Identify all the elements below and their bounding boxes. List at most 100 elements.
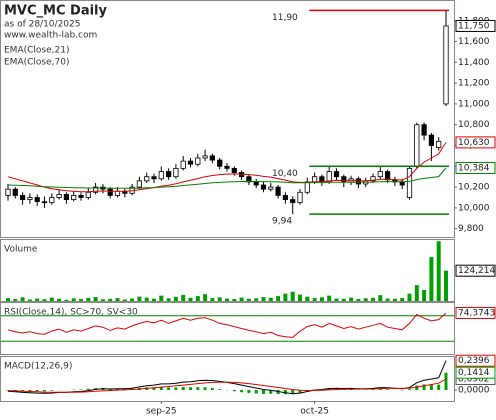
candle-body <box>253 181 259 186</box>
candle-body <box>421 124 427 136</box>
candle-body <box>436 140 442 148</box>
candle-body <box>173 167 179 178</box>
candle-body <box>443 25 449 105</box>
candle-body <box>428 134 435 146</box>
volume-bar <box>312 298 317 301</box>
y-tick-label: 11,600 <box>458 37 490 47</box>
candle-body <box>180 160 186 169</box>
source: www.wealth-lab.com <box>4 31 97 41</box>
legend-entry: EMA(Close,70) <box>4 58 69 68</box>
last-value-label: 10,384 <box>458 163 490 173</box>
candle-body <box>231 167 237 173</box>
candle-body <box>377 171 383 178</box>
volume-bar <box>115 298 120 301</box>
volume-bar <box>173 296 178 301</box>
histogram-bar <box>159 386 163 390</box>
candle-body <box>304 181 310 193</box>
ema-line <box>7 142 447 193</box>
candle-body <box>144 176 150 182</box>
volume-bar <box>27 299 32 301</box>
volume-bar <box>239 297 244 301</box>
candle-body <box>187 160 194 165</box>
volume-bar <box>137 296 142 301</box>
volume-bar <box>13 299 18 301</box>
volume-bar <box>400 298 405 301</box>
histogram-bar <box>437 384 441 390</box>
candle-body <box>114 190 121 196</box>
histogram-bar <box>422 384 426 390</box>
volume-bar <box>6 298 10 301</box>
last-value-tag <box>455 264 496 277</box>
x-tick-label: sep-25 <box>146 407 177 417</box>
candle-body <box>93 186 99 193</box>
volume-bar <box>276 296 281 301</box>
volume-bar <box>298 294 302 301</box>
candle-body <box>311 176 318 183</box>
volume-bar <box>86 297 91 301</box>
last-value-label: 0,0902 <box>458 374 490 384</box>
histogram-bar <box>444 372 448 390</box>
volume-bar <box>429 257 434 301</box>
candle-body <box>85 191 91 198</box>
last-value-tag <box>455 136 496 149</box>
last-value-label: 11,750 <box>458 21 490 31</box>
volume-bar <box>181 294 186 301</box>
volume-bar <box>122 299 127 301</box>
candle-body <box>268 186 274 190</box>
candle-body <box>12 188 18 196</box>
last-value-tag <box>455 19 496 32</box>
volume-bar <box>261 297 266 301</box>
volume-bar <box>392 298 397 301</box>
y-tick-label: 10,000 <box>458 203 490 213</box>
volume-bar <box>319 297 324 301</box>
volume-bar <box>385 298 390 301</box>
volume-bar <box>203 294 208 301</box>
histogram-bar <box>232 390 236 392</box>
indicator-line <box>7 378 447 393</box>
volume-bar <box>444 270 448 301</box>
histogram-bar <box>283 390 287 395</box>
legend-entry: EMA(Close,21) <box>4 46 69 56</box>
histogram-bar <box>269 390 273 394</box>
candle-body <box>56 193 62 198</box>
histogram-bar <box>116 388 119 390</box>
histogram-bar <box>408 389 411 390</box>
volume-bar <box>42 299 47 301</box>
volume-bar <box>422 290 427 301</box>
y-tick-label: 0,0000 <box>458 386 490 396</box>
y-tick-label: 11,200 <box>458 79 490 89</box>
histogram-bar <box>262 390 265 395</box>
histogram-bar <box>167 387 171 390</box>
volume-bar <box>334 298 339 301</box>
candle-body <box>158 171 164 180</box>
histogram-bar <box>152 387 156 390</box>
candle-body <box>195 157 201 165</box>
candle-body <box>151 176 157 180</box>
histogram-bar <box>203 387 207 390</box>
candle-body <box>217 159 223 167</box>
histogram-bar <box>291 390 295 395</box>
histogram-bar <box>276 390 280 395</box>
volume-bar <box>100 299 105 301</box>
candle-body <box>34 197 40 203</box>
volume-bar <box>349 297 354 301</box>
histogram-bar <box>86 388 90 390</box>
candle-body <box>165 171 172 178</box>
y-tick-label: 11,400 <box>458 58 490 68</box>
candle-body <box>260 184 267 190</box>
histogram-bar <box>327 388 331 390</box>
candle-body <box>209 155 215 161</box>
panel-title: MACD(12,26,9) <box>4 362 72 372</box>
histogram-bar <box>79 389 83 390</box>
last-value-tag <box>455 354 496 367</box>
chart-title: MVC_MC Daily <box>4 4 108 19</box>
volume-bar <box>305 296 310 301</box>
volume-bar <box>283 293 288 301</box>
y-tick-label: 11,000 <box>458 99 490 109</box>
volume-bar <box>371 297 375 301</box>
volume-bar <box>108 298 113 301</box>
candle-body <box>290 199 296 204</box>
